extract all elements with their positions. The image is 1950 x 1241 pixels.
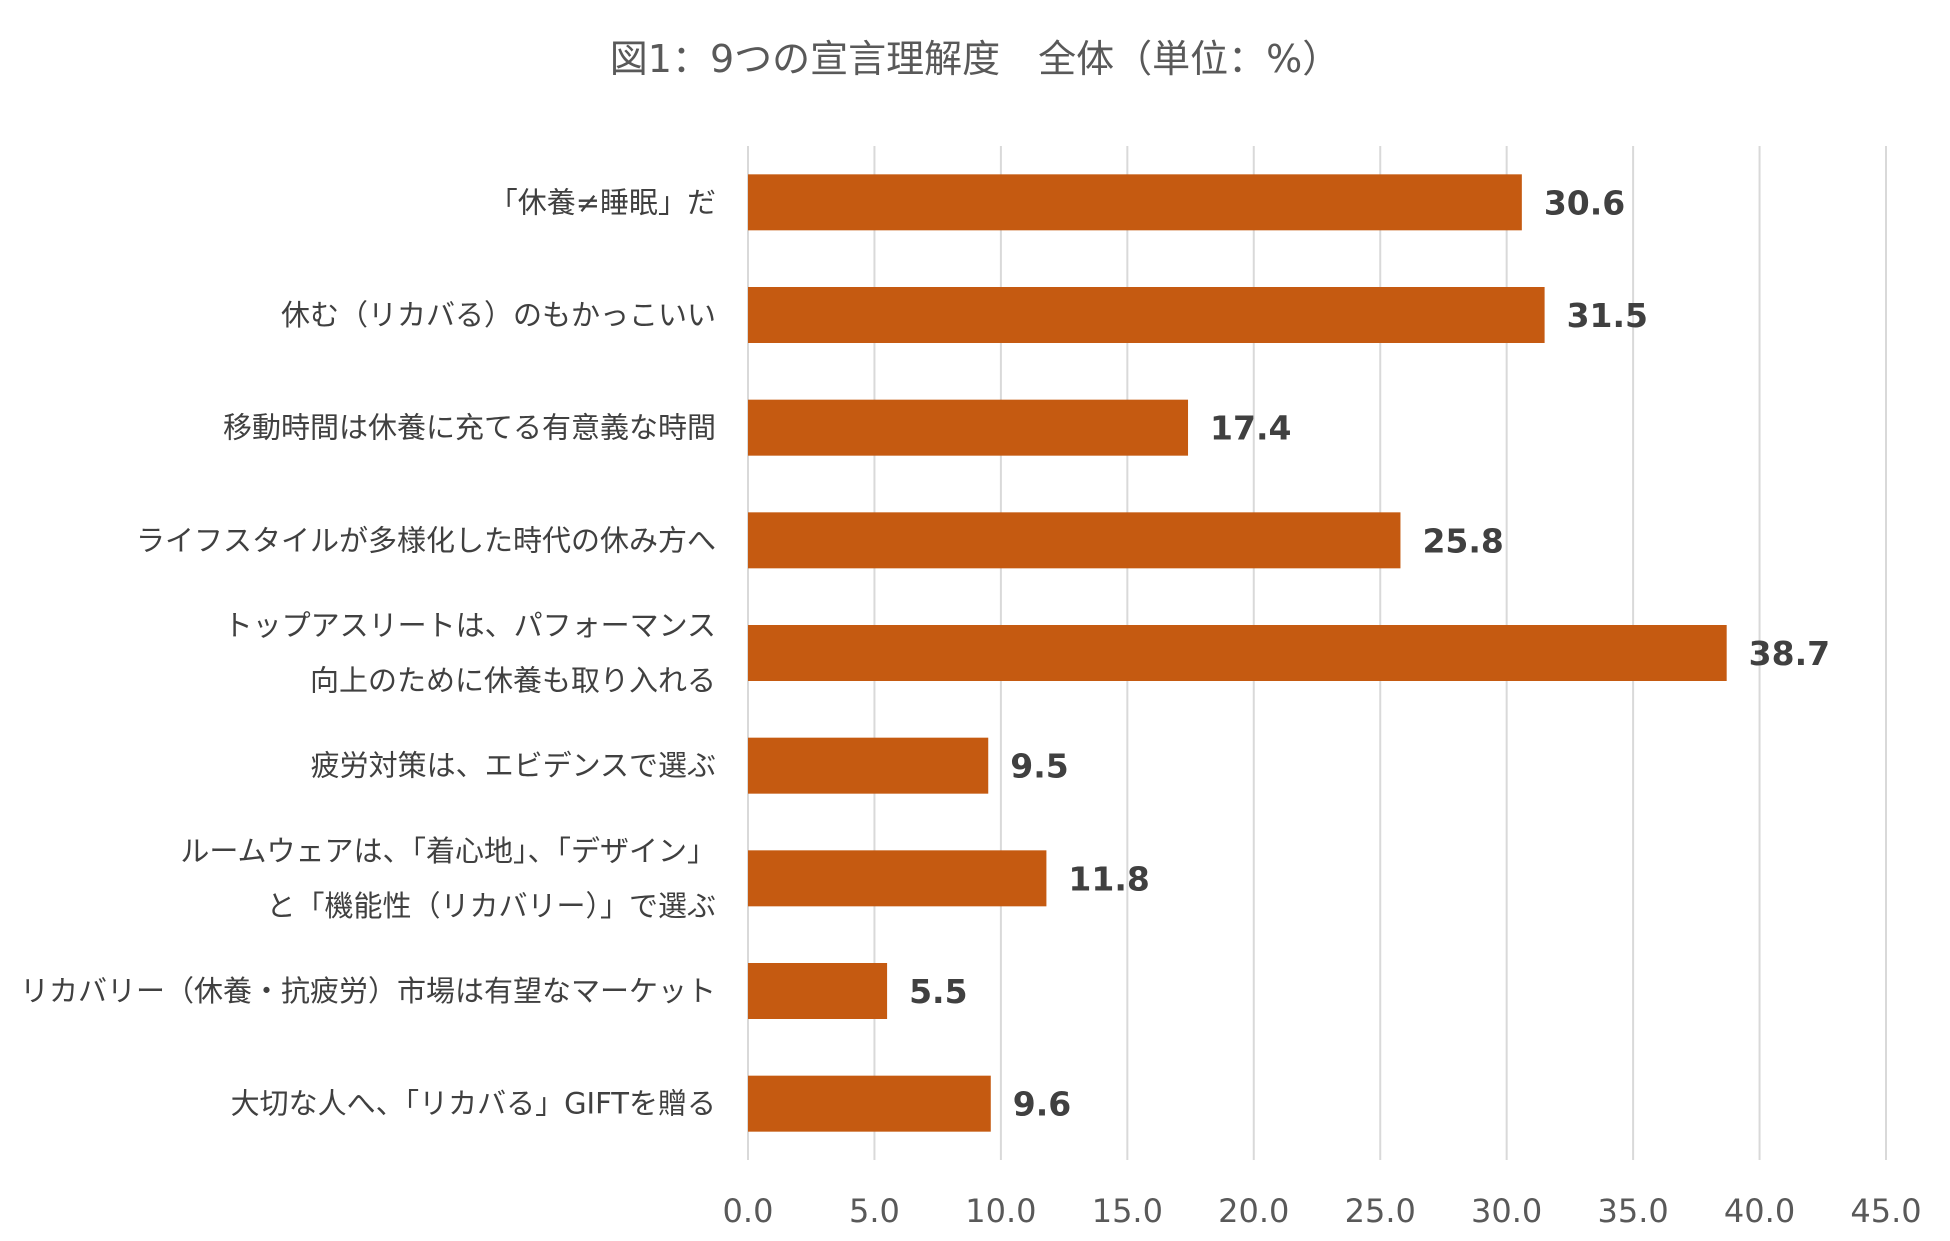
x-tick-label: 15.0	[1092, 1192, 1163, 1230]
data-label: 9.6	[1013, 1085, 1071, 1124]
category-label: 移動時間は休養に充てる有意義な時間	[223, 411, 716, 445]
bar	[748, 399, 1189, 456]
chart-title: 図1：9つの宣言理解度 全体（単位：%）	[610, 37, 1340, 81]
x-tick-label: 10.0	[965, 1192, 1036, 1230]
x-tick-label: 0.0	[723, 1192, 774, 1230]
data-label: 38.7	[1749, 634, 1830, 673]
bar	[748, 512, 1401, 569]
data-label: 17.4	[1210, 409, 1291, 448]
bar	[748, 1075, 991, 1132]
x-tick-label: 35.0	[1597, 1192, 1668, 1230]
data-label: 30.6	[1544, 183, 1625, 222]
category-label: 大切な人へ、「リカバる」GIFTを贈る	[231, 1087, 716, 1121]
x-tick-label: 40.0	[1724, 1192, 1795, 1230]
category-label: リカバリー（休養・抗疲労）市場は有望なマーケット	[20, 974, 716, 1008]
data-label: 25.8	[1422, 521, 1503, 560]
data-label: 31.5	[1567, 296, 1648, 335]
data-label: 11.8	[1068, 859, 1149, 898]
bar	[748, 287, 1545, 343]
category-label: 休む（リカバる）のもかっこいい	[281, 298, 716, 332]
x-tick-label: 30.0	[1471, 1192, 1542, 1230]
x-tick-label: 5.0	[849, 1192, 900, 1230]
bar	[748, 174, 1522, 231]
data-label: 9.5	[1010, 747, 1068, 786]
x-tick-label: 20.0	[1218, 1192, 1289, 1230]
category-label: ルームウェアは、「着心地」、「デザイン」と「機能性（リカバリー）」で選ぶ	[180, 834, 716, 923]
x-tick-label: 25.0	[1345, 1192, 1416, 1230]
bar	[748, 850, 1047, 907]
x-axis-tick-labels: 0.0 5.0 10.0 15.0 20.0 25.0 30.0 35.0 40.0 45.0	[723, 1192, 1922, 1230]
data-label: 5.5	[909, 972, 967, 1011]
category-label: トップアスリートは、パフォーマンス向上のために休養も取り入れる	[224, 609, 716, 698]
data-labels: 30.6 31.5 17.4 25.8 38.7 9.5 11.8 5.5 9.6	[909, 183, 1830, 1123]
bar	[748, 963, 888, 1019]
bar	[748, 737, 989, 794]
bars	[748, 174, 1727, 1132]
category-label: 「休養≠睡眠」だ	[489, 185, 716, 219]
category-labels: 「休養≠睡眠」だ休む（リカバる）のもかっこいい移動時間は休養に充てる有意義な時間…	[20, 185, 716, 1120]
bar	[748, 625, 1727, 681]
category-label: 疲労対策は、エビデンスで選ぶ	[311, 749, 716, 783]
x-tick-label: 45.0	[1850, 1192, 1921, 1230]
category-label: ライフスタイルが多様化した時代の休み方へ	[136, 523, 716, 557]
